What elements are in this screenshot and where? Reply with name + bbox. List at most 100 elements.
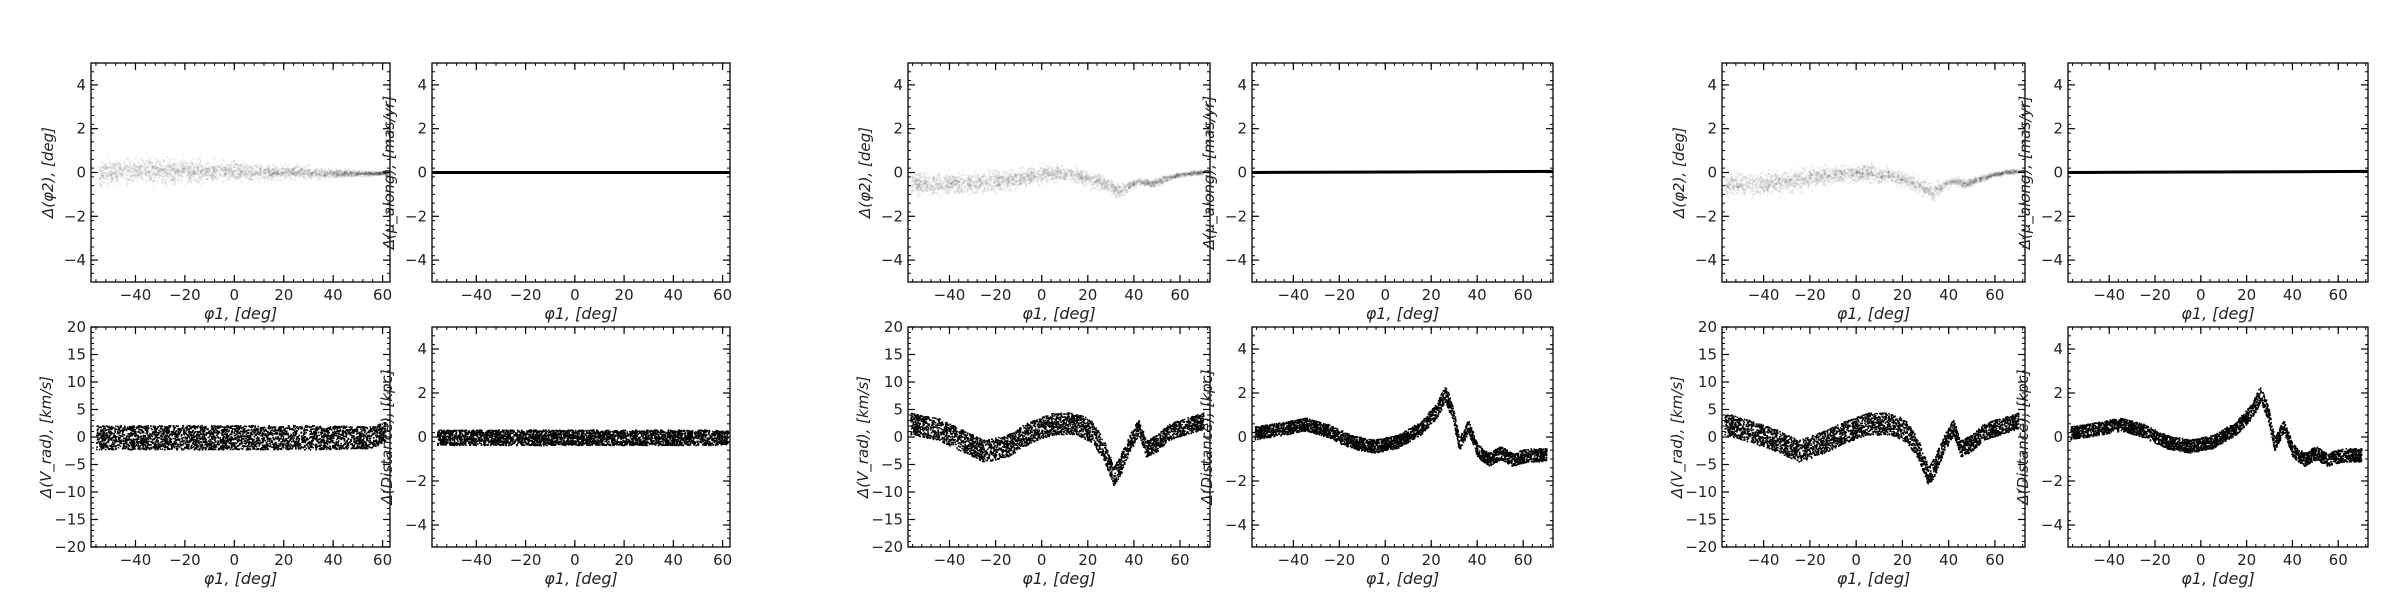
data-point xyxy=(230,449,232,451)
data-point xyxy=(223,175,225,177)
data-point xyxy=(336,448,338,450)
data-point xyxy=(223,166,225,168)
scatter-points xyxy=(96,422,387,451)
data-point xyxy=(263,177,265,179)
data-point xyxy=(255,165,257,167)
data-point xyxy=(260,177,262,179)
data-point xyxy=(99,177,101,179)
data-point xyxy=(364,173,366,175)
data-point xyxy=(230,426,232,428)
data-point xyxy=(343,436,345,438)
data-point xyxy=(289,164,291,166)
data-point xyxy=(285,433,287,435)
data-point xyxy=(145,173,147,175)
data-point xyxy=(122,430,124,432)
data-point xyxy=(332,432,334,434)
data-point xyxy=(145,182,147,184)
data-point xyxy=(107,171,109,173)
data-point xyxy=(277,177,279,179)
y-tick-label: −2 xyxy=(64,207,86,225)
data-point xyxy=(285,171,287,173)
data-point xyxy=(285,168,287,170)
x-tick-label: 20 xyxy=(615,286,634,304)
data-point xyxy=(241,165,243,167)
data-point xyxy=(135,436,137,438)
data-point xyxy=(142,172,144,174)
data-point xyxy=(164,172,166,174)
data-point xyxy=(282,175,284,177)
data-point xyxy=(375,174,377,176)
data-point xyxy=(133,425,135,427)
data-point xyxy=(114,168,116,170)
data-point xyxy=(109,175,111,177)
data-point xyxy=(200,156,202,158)
data-point xyxy=(129,176,131,178)
data-point xyxy=(250,167,252,169)
data-point xyxy=(101,159,103,161)
data-point xyxy=(208,175,210,177)
data-point xyxy=(149,179,151,181)
data-point xyxy=(374,443,376,445)
data-point xyxy=(138,174,140,176)
data-point xyxy=(188,448,190,450)
data-point xyxy=(251,445,253,447)
data-point xyxy=(324,178,326,180)
data-point xyxy=(331,429,333,431)
data-point xyxy=(239,170,241,172)
data-point xyxy=(175,171,177,173)
data-point xyxy=(208,165,210,167)
data-point xyxy=(135,157,137,159)
data-point xyxy=(157,181,159,183)
data-point xyxy=(142,444,144,446)
data-point xyxy=(139,172,141,174)
data-point xyxy=(102,165,104,167)
data-point xyxy=(308,169,310,171)
data-point xyxy=(296,439,298,441)
data-point xyxy=(169,431,171,433)
data-point xyxy=(327,173,329,175)
data-point xyxy=(314,425,316,427)
data-point xyxy=(234,433,236,435)
data-point xyxy=(241,181,243,183)
y-tick-label: 2 xyxy=(417,120,427,138)
data-point xyxy=(145,429,147,431)
data-point xyxy=(352,172,354,174)
data-point xyxy=(369,440,371,442)
data-point xyxy=(360,176,362,178)
data-point xyxy=(182,154,184,156)
data-point xyxy=(202,182,204,184)
data-point xyxy=(156,161,158,163)
data-point xyxy=(298,441,300,443)
data-point xyxy=(353,441,355,443)
data-point xyxy=(212,179,214,181)
data-point xyxy=(263,439,265,441)
data-point xyxy=(225,168,227,170)
data-point xyxy=(272,173,274,175)
data-point xyxy=(300,166,302,168)
data-point xyxy=(213,169,215,171)
data-point xyxy=(217,174,219,176)
data-point xyxy=(252,174,254,176)
data-point xyxy=(124,428,126,430)
data-point xyxy=(319,177,321,179)
data-point xyxy=(268,166,270,168)
data-point xyxy=(133,166,135,168)
data-point xyxy=(337,445,339,447)
data-point xyxy=(101,161,103,163)
data-point xyxy=(282,434,284,436)
data-point xyxy=(155,443,157,445)
data-point xyxy=(183,443,185,445)
data-point xyxy=(296,163,298,165)
data-point xyxy=(223,448,225,450)
data-point xyxy=(105,165,107,167)
data-point xyxy=(179,446,181,448)
data-point xyxy=(108,179,110,181)
data-point xyxy=(260,174,262,176)
data-point xyxy=(196,444,198,446)
data-point xyxy=(138,438,140,440)
data-point xyxy=(245,446,247,448)
data-point xyxy=(242,161,244,163)
data-point xyxy=(275,174,277,176)
data-point xyxy=(310,431,312,433)
